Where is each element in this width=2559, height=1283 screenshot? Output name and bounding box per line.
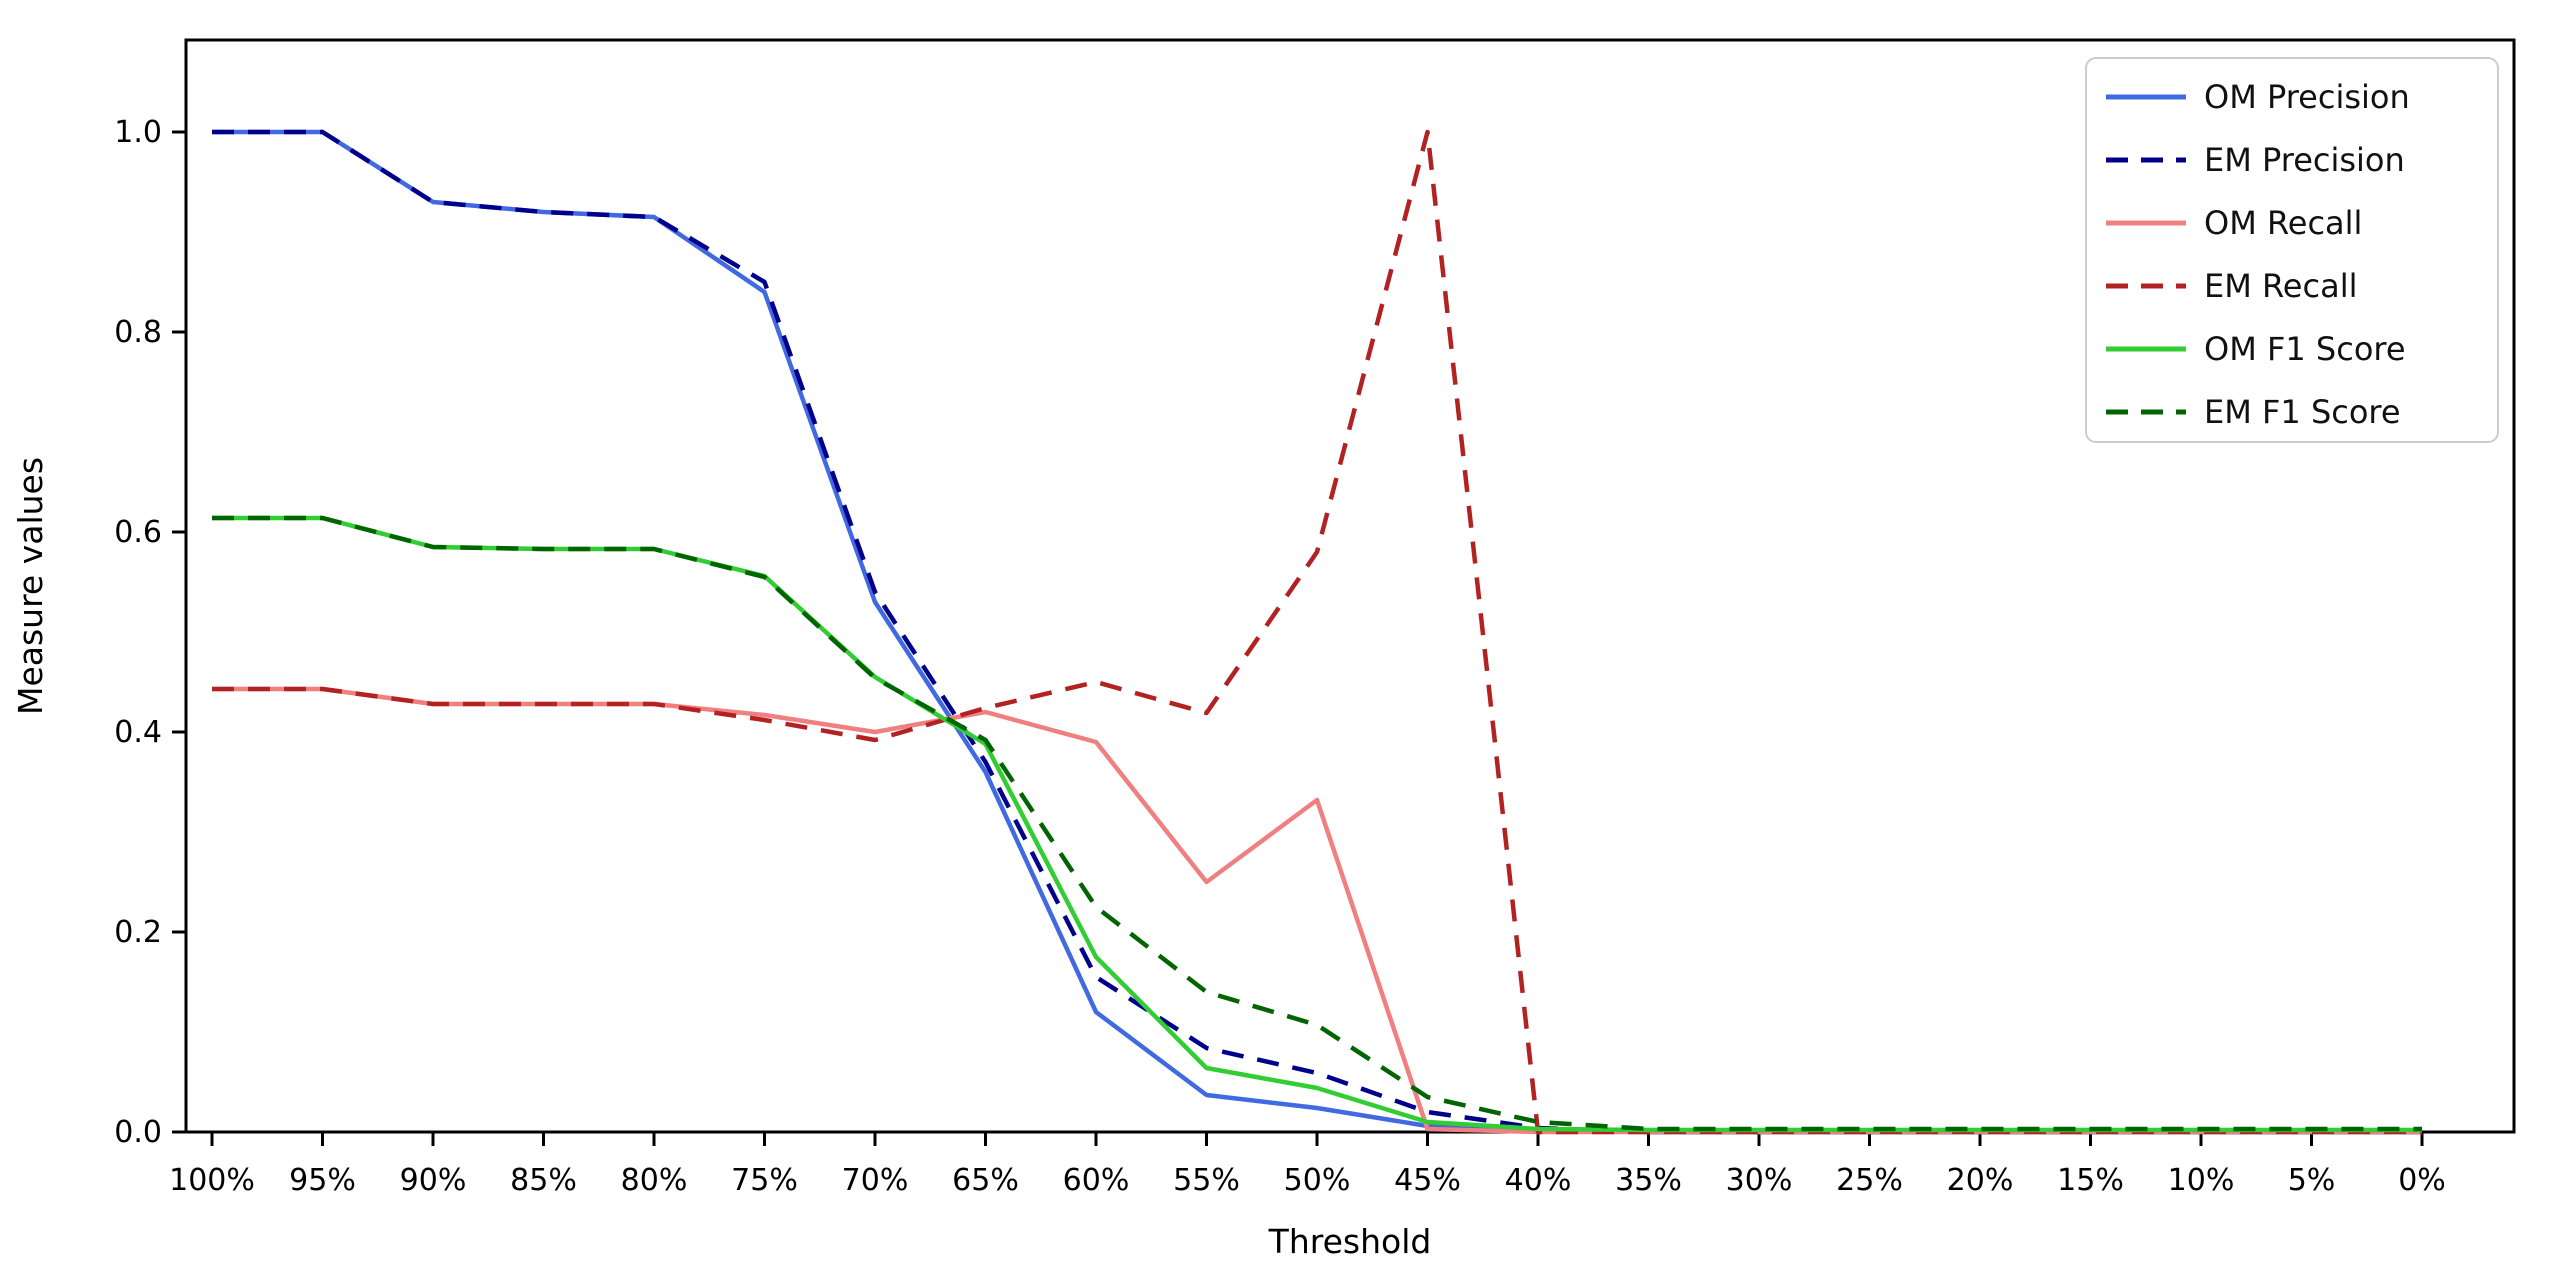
- x-tick-label: 60%: [1063, 1163, 1130, 1198]
- legend-label: EM Precision: [2204, 141, 2405, 179]
- series-line-om-recall: [212, 686, 2422, 1135]
- legend-item-om-f1-score: OM F1 Score: [2106, 330, 2406, 368]
- x-tick-label: 5%: [2288, 1163, 2336, 1198]
- legend-box: [2085, 57, 2499, 443]
- legend-item-om-recall: OM Recall: [2106, 204, 2362, 242]
- y-tick-label: 0.4: [114, 715, 162, 750]
- legend-label: OM Precision: [2204, 78, 2410, 116]
- legend-label: OM F1 Score: [2204, 330, 2406, 368]
- x-tick-label: 35%: [1615, 1163, 1682, 1198]
- x-tick-label: 50%: [1284, 1163, 1351, 1198]
- x-tick-label: 85%: [510, 1163, 577, 1198]
- plot-frame: [184, 38, 2516, 1134]
- x-tick-label: 80%: [621, 1163, 688, 1198]
- x-tick-label: 20%: [1947, 1163, 2014, 1198]
- x-tick-label: 0%: [2398, 1163, 2446, 1198]
- y-tick-label: 0.0: [114, 1115, 162, 1150]
- x-tick-label: 90%: [400, 1163, 467, 1198]
- x-tick-label: 45%: [1394, 1163, 1461, 1198]
- axis-ticks: 100% 95% 90% 85% 80% 75% 70% 65% 60% 55% 50% 45% 40%…: [114, 115, 2446, 1198]
- series-line-em-recall: [212, 129, 2422, 1135]
- y-tick-label: 0.6: [114, 515, 162, 550]
- x-tick-label: 55%: [1173, 1163, 1240, 1198]
- legend-item-em-recall: EM Recall: [2106, 267, 2357, 305]
- legend-item-om-precision: OM Precision: [2106, 78, 2410, 116]
- y-axis-title: Measure values: [11, 457, 50, 715]
- x-tick-label: 15%: [2057, 1163, 2124, 1198]
- x-axis-title: Threshold: [1268, 1222, 1432, 1261]
- legend-label: EM F1 Score: [2204, 393, 2401, 431]
- x-tick-label: 10%: [2168, 1163, 2235, 1198]
- x-tick-label: 75%: [731, 1163, 798, 1198]
- x-tick-label: 25%: [1836, 1163, 1903, 1198]
- x-tick-label: 30%: [1726, 1163, 1793, 1198]
- legend-label: EM Recall: [2204, 267, 2357, 305]
- x-tick-label: 65%: [952, 1163, 1019, 1198]
- legend: OM Precision EM Precision OM Recall EM Reca…: [2085, 57, 2499, 443]
- y-tick-label: 1.0: [114, 115, 162, 150]
- legend-label: OM Recall: [2204, 204, 2362, 242]
- x-tick-label: 100%: [169, 1163, 255, 1198]
- y-tick-label: 0.8: [114, 315, 162, 350]
- y-tick-label: 0.2: [114, 915, 162, 950]
- x-tick-label: 95%: [289, 1163, 356, 1198]
- series-lines: [212, 129, 2422, 1135]
- series-line-om-f1-score: [212, 515, 2422, 1133]
- x-tick-label: 40%: [1505, 1163, 1572, 1198]
- legend-item-em-f1-score: EM F1 Score: [2106, 393, 2401, 431]
- legend-item-em-precision: EM Precision: [2106, 141, 2405, 179]
- series-line-em-f1-score: [212, 515, 2422, 1132]
- x-tick-label: 70%: [842, 1163, 909, 1198]
